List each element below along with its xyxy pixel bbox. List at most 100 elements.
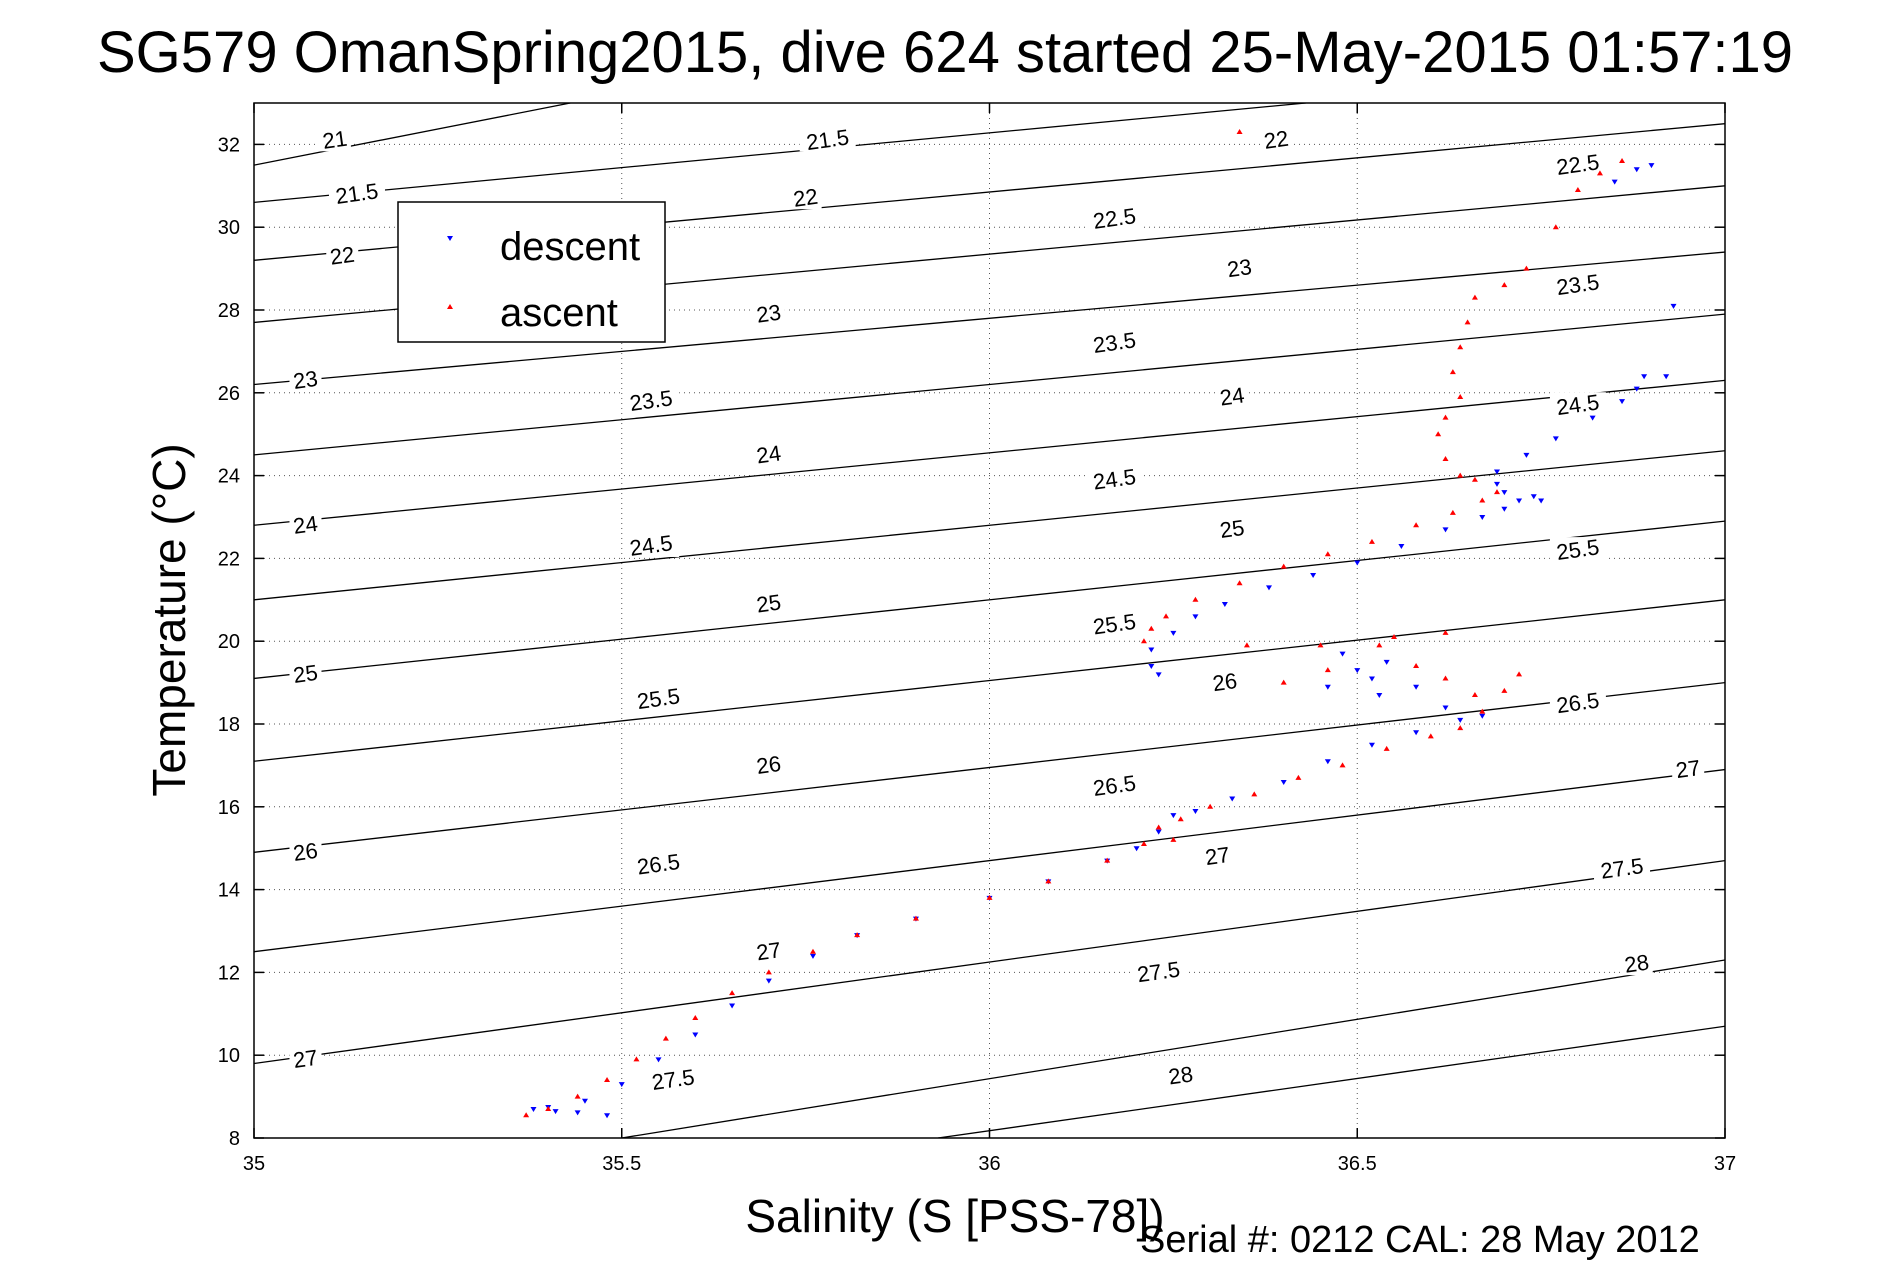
contour-label: 23 — [292, 366, 320, 394]
contour-label-bg — [1216, 383, 1249, 408]
contour-label-bg — [289, 839, 322, 864]
descent-point — [1155, 672, 1162, 678]
y-tick-label: 20 — [218, 631, 240, 653]
ascent-point — [1552, 224, 1559, 230]
ascent-point — [1368, 538, 1375, 544]
ascent-point — [692, 1014, 699, 1020]
density-contour-26.5 — [254, 768, 1725, 953]
contour-label-bg — [623, 532, 680, 557]
density-contour-24 — [254, 379, 1725, 526]
contour-label: 25.5 — [1555, 534, 1601, 565]
contour-label: 27 — [1204, 842, 1232, 870]
y-tick-label: 8 — [229, 1128, 240, 1150]
ascent-point — [1295, 774, 1302, 780]
ascent-point — [1442, 629, 1449, 635]
ascent-point — [1523, 265, 1530, 271]
y-tick-label: 12 — [218, 962, 240, 984]
descent-point — [1368, 676, 1375, 682]
contour-label-bg — [1549, 537, 1606, 562]
contour-label: 26 — [292, 838, 320, 866]
ascent-point — [1471, 476, 1478, 482]
descent-point — [1398, 543, 1405, 549]
contour-label-bg — [1549, 392, 1606, 417]
ascent-point — [854, 932, 861, 938]
ascent-point — [1280, 563, 1287, 569]
y-tick-label: 24 — [218, 466, 240, 488]
ascent-point — [1391, 634, 1398, 640]
ascent-point — [1339, 762, 1346, 768]
ascent-point — [1413, 663, 1420, 669]
ascent-point — [1192, 596, 1199, 602]
descent-point — [1368, 742, 1375, 748]
descent-point — [1633, 167, 1640, 173]
contour-label: 27.5 — [1136, 957, 1182, 988]
contour-label-bg — [326, 243, 359, 268]
y-tick-label: 14 — [218, 880, 240, 902]
contour-label-bg — [645, 1067, 702, 1092]
y-tick-label: 30 — [218, 217, 240, 239]
ascent-point — [1596, 170, 1603, 176]
contour-label: 25.5 — [636, 683, 682, 714]
descent-point — [1611, 179, 1618, 185]
y-tick-label: 16 — [218, 797, 240, 819]
contour-label: 27.5 — [1599, 853, 1645, 884]
contour-label-bg — [752, 590, 785, 615]
ascent-point — [1170, 836, 1177, 842]
ascent-point — [1243, 642, 1250, 648]
ascent-point — [765, 969, 772, 975]
density-contour-27.5 — [621, 959, 1725, 1138]
contour-label-bg — [752, 752, 785, 777]
contour-label: 26 — [1211, 668, 1239, 696]
chart-title: SG579 OmanSpring2015, dive 624 started 2… — [97, 20, 1793, 85]
descent-point — [1383, 659, 1390, 665]
ascent-point — [1177, 816, 1184, 822]
y-tick-label: 18 — [218, 714, 240, 736]
data-points — [523, 128, 1677, 1119]
y-tick-label: 28 — [218, 300, 240, 322]
descent-point — [604, 1113, 611, 1119]
descent-point — [809, 953, 816, 959]
ascent-point — [1516, 671, 1523, 677]
contour-label-bg — [328, 181, 385, 206]
descent-point — [1229, 796, 1236, 802]
descent-point — [1442, 705, 1449, 711]
y-axis-label: Temperature (°C) — [143, 443, 195, 796]
contour-label-bg — [1086, 466, 1143, 491]
contour-label-bg — [1086, 330, 1143, 355]
ascent-point — [1501, 282, 1508, 288]
contour-label: 23.5 — [628, 385, 674, 416]
contour-label: 23.5 — [1092, 327, 1138, 358]
contour-label: 27 — [1674, 755, 1702, 783]
descent-point — [1376, 693, 1383, 699]
ascent-point — [1464, 319, 1471, 325]
density-contour-26 — [254, 681, 1725, 853]
ascent-point — [1324, 551, 1331, 557]
descent-point — [618, 1082, 625, 1088]
density-contour-25 — [254, 520, 1725, 680]
ascent-point — [1236, 128, 1243, 134]
descent-point — [1670, 303, 1677, 309]
contour-label-bg — [789, 185, 822, 210]
density-contour-21 — [254, 103, 571, 166]
ascent-point — [1457, 393, 1464, 399]
ascent-point — [1324, 667, 1331, 673]
descent-point — [1501, 506, 1508, 512]
contour-label: 24 — [292, 511, 320, 539]
density-contour-27 — [254, 859, 1725, 1065]
contour-label-bg — [289, 661, 322, 686]
descent-point — [581, 1098, 588, 1104]
contour-label-bg — [630, 686, 687, 711]
contour-label: 22 — [792, 184, 820, 212]
ascent-point — [1442, 414, 1449, 420]
contour-label-bg — [1549, 272, 1606, 297]
descent-point — [1648, 163, 1655, 169]
ascent-point — [1457, 472, 1464, 478]
contour-label: 27 — [755, 937, 783, 965]
x-tick-label: 37 — [1714, 1153, 1736, 1175]
ascent-point — [1163, 613, 1170, 619]
ascent-point — [1140, 841, 1147, 847]
descent-point — [1442, 527, 1449, 533]
ascent-point — [545, 1106, 552, 1112]
ascent-point — [1449, 369, 1456, 375]
contour-label: 25 — [755, 589, 783, 617]
